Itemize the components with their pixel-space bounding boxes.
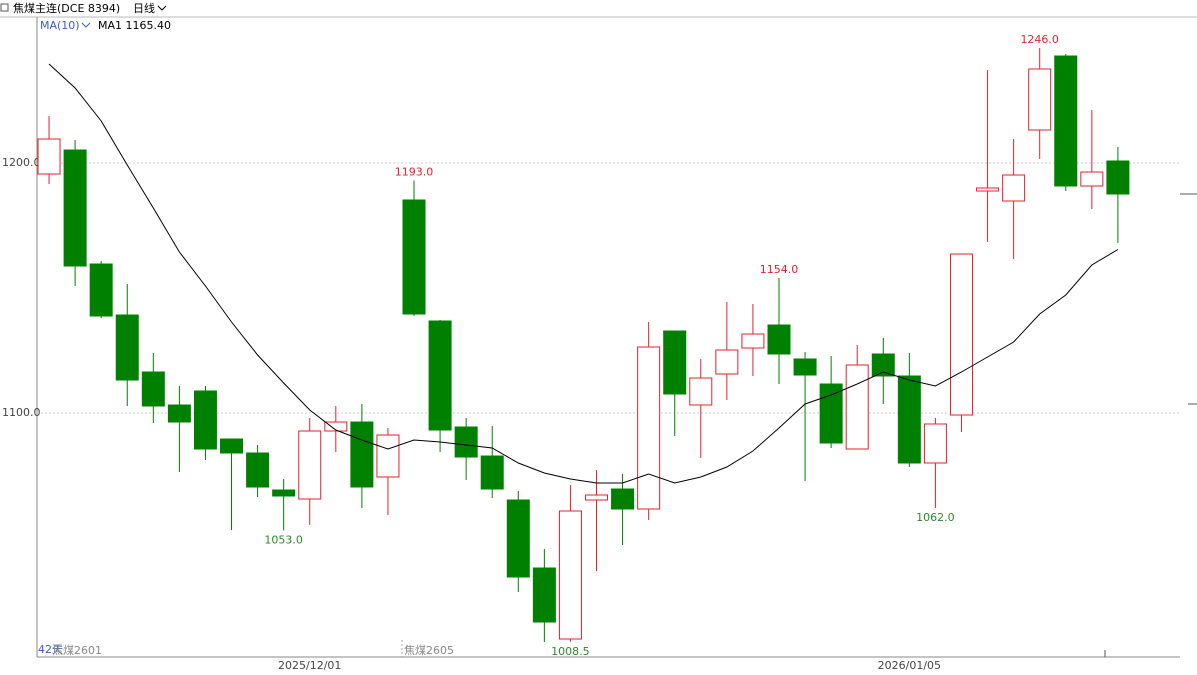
- ma-line: [48, 63, 1119, 484]
- low-label: 1053.0: [264, 534, 303, 547]
- candle-body: [1106, 160, 1130, 195]
- candle-body: [897, 375, 921, 464]
- low-label: 1008.5: [551, 645, 590, 658]
- candle-body: [220, 438, 244, 454]
- candle-body: [767, 324, 791, 355]
- menu-icon[interactable]: [0, 3, 9, 12]
- x-tick-label: 2025/12/01: [278, 659, 341, 672]
- candle-body: [506, 499, 530, 578]
- candle-body: [272, 489, 296, 497]
- candle-body: [298, 430, 322, 500]
- contract-label: 焦煤2601: [52, 644, 102, 657]
- indicator-chevron[interactable]: [81, 22, 91, 28]
- candle-body: [741, 333, 765, 349]
- high-label: 1154.0: [760, 263, 799, 276]
- candle-body: [89, 263, 113, 317]
- candle-body: [1054, 55, 1078, 187]
- candle-body: [558, 510, 582, 640]
- period-chevron[interactable]: [157, 5, 167, 11]
- candle-body: [663, 330, 687, 395]
- candle-body: [845, 364, 869, 450]
- candle-body: [141, 371, 165, 407]
- low-label: 1062.0: [916, 511, 955, 524]
- candle-body: [949, 253, 973, 416]
- y-tick-label: 1100.0: [2, 406, 41, 419]
- candle-body: [689, 377, 713, 406]
- candle-body: [193, 390, 217, 450]
- symbol-title: 焦煤主连(DCE 8394): [13, 2, 120, 15]
- candle-body: [532, 567, 556, 623]
- period[interactable]: 日线: [133, 1, 155, 15]
- candle-body: [115, 314, 139, 381]
- candle-body: [246, 452, 270, 488]
- days-label: 42天: [38, 643, 63, 656]
- candle-body: [585, 494, 609, 501]
- y-tick-label: 1200.0: [2, 156, 41, 169]
- candle-body: [1080, 171, 1104, 187]
- indicator-value: MA1 1165.40: [98, 19, 171, 32]
- candle-body: [428, 320, 452, 431]
- indicator[interactable]: MA(10): [40, 19, 80, 32]
- candle-body: [1002, 174, 1026, 202]
- candle-body: [819, 383, 843, 444]
- candle-body: [923, 423, 947, 464]
- candle-body: [480, 455, 504, 490]
- high-label: 1246.0: [1020, 33, 1059, 46]
- candle-body: [976, 187, 1000, 192]
- candle-body: [871, 353, 895, 377]
- candle-body: [611, 488, 635, 510]
- candle-body: [402, 199, 426, 315]
- candle-body: [37, 138, 61, 175]
- candle-body: [324, 421, 348, 432]
- candle-body: [350, 421, 374, 488]
- candle-body: [715, 349, 739, 375]
- candle-body: [793, 358, 817, 376]
- high-label: 1193.0: [395, 166, 434, 179]
- candle-body: [1028, 68, 1052, 131]
- candle-body: [376, 434, 400, 478]
- contract-label: 焦煤2605: [404, 644, 454, 657]
- candle-body: [454, 426, 478, 458]
- x-tick-label: 2026/01/05: [878, 659, 941, 672]
- candle-body: [63, 149, 87, 267]
- candle-body: [637, 346, 661, 510]
- candle-body: [167, 404, 191, 423]
